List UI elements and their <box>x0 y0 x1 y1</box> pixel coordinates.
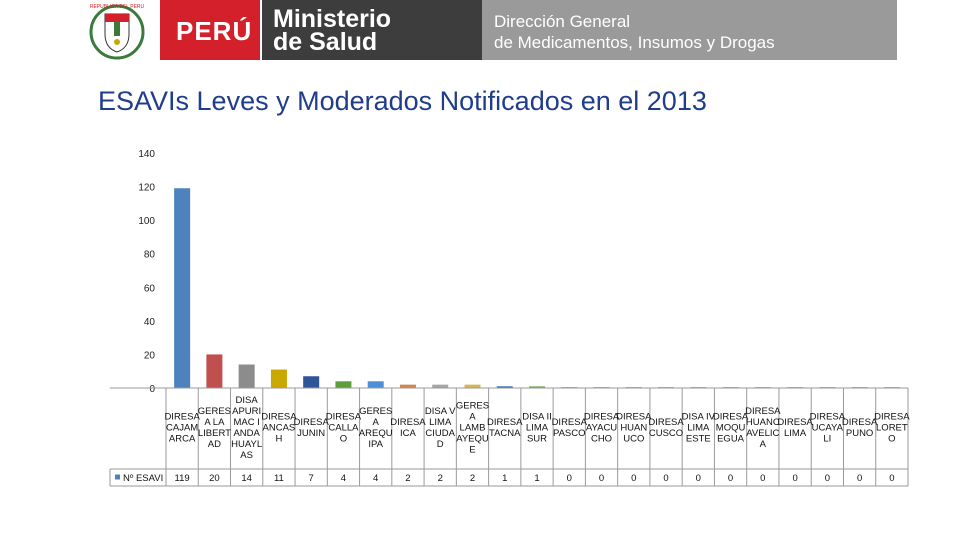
category-label: DIRESA CAJAM ARCA <box>164 412 200 445</box>
category-label: DIRESA HUANC AVELIC A <box>745 406 781 450</box>
data-value-label: 0 <box>760 473 765 484</box>
bar <box>303 376 320 388</box>
category-label: GERES A LA LIBERT AD <box>198 406 231 450</box>
data-value-label: 14 <box>241 473 252 484</box>
data-value-label: 0 <box>599 473 604 484</box>
y-tick-label: 40 <box>144 317 156 328</box>
bar <box>174 188 191 388</box>
data-value-label: 2 <box>470 473 475 484</box>
chart-title: ESAVIs Leves y Moderados Notificados en … <box>98 86 707 116</box>
bar <box>335 381 352 388</box>
y-tick-label: 60 <box>144 283 156 294</box>
data-value-label: 11 <box>274 473 284 484</box>
country-label: PERÚ <box>176 16 253 46</box>
category-label: DIRESA ANCAS H <box>261 412 297 445</box>
category-label: GERES A LAMB AYEQU E <box>456 401 489 456</box>
legend-swatch <box>115 474 120 480</box>
data-value-label: 119 <box>175 473 190 484</box>
data-value-label: 1 <box>502 473 507 484</box>
data-value-label: 0 <box>792 473 797 484</box>
category-label: DIRESA LORET O <box>874 412 910 445</box>
bar <box>206 354 223 388</box>
ministry-label: Ministerio de Salud <box>273 5 392 56</box>
logo-text: REPUBLICA DEL PERU <box>90 4 145 10</box>
data-value-label: 4 <box>373 473 378 484</box>
ministry-line-2: de Salud <box>273 28 378 56</box>
category-label: DIRESA HUAN UCO <box>616 412 652 445</box>
legend-label: Nº ESAVI <box>123 473 163 484</box>
data-value-label: 4 <box>341 473 346 484</box>
data-value-label: 7 <box>309 473 314 484</box>
category-label: DIRESA LIMA <box>777 417 813 439</box>
data-value-label: 1 <box>534 473 539 484</box>
category-label: GERES A AREQU IPA <box>359 406 393 450</box>
data-value-label: 0 <box>728 473 733 484</box>
data-value-label: 20 <box>209 473 220 484</box>
data-value-label: 0 <box>696 473 701 484</box>
y-tick-label: 100 <box>138 216 155 227</box>
data-value-label: 0 <box>567 473 572 484</box>
directorate-label: Dirección General de Medicamentos, Insum… <box>494 11 775 53</box>
category-label: DIRESA AYACU CHO <box>584 412 620 445</box>
category-label: DIRESA ICA <box>390 417 426 439</box>
data-value-label: 0 <box>663 473 668 484</box>
y-tick-label: 20 <box>144 350 156 361</box>
y-tick-label: 140 <box>138 149 155 160</box>
category-label: DISA APURI MAC I ANDA HUAYL AS <box>231 395 262 461</box>
data-value-label: 0 <box>825 473 830 484</box>
category-label: DISA IV LIMA ESTE <box>682 412 716 445</box>
category-label: DIRESA CALLA O <box>326 412 362 445</box>
data-value-label: 0 <box>889 473 894 484</box>
category-label: DIRESA UCAYA LI <box>810 412 846 445</box>
ministry-line-1: Ministerio <box>273 5 392 33</box>
bar <box>367 381 384 388</box>
directorate-box <box>482 0 897 60</box>
bar <box>270 369 287 388</box>
y-tick-label: 80 <box>144 250 156 261</box>
category-label: DISA II LIMA SUR <box>522 412 552 445</box>
bar <box>432 384 449 388</box>
y-tick-label: 120 <box>138 183 155 194</box>
bar <box>464 384 481 388</box>
category-label: DIRESA CUSCO <box>648 417 684 439</box>
bar <box>529 386 545 388</box>
ministry-box <box>262 0 482 60</box>
category-label: DISA V LIMA CIUDA D <box>425 406 456 450</box>
category-label: DIRESA TACNA <box>487 417 523 439</box>
data-value-label: 0 <box>857 473 862 484</box>
bar <box>399 384 416 388</box>
directorate-line-1: Dirección General <box>494 12 631 31</box>
bar <box>496 386 513 388</box>
data-value-label: 2 <box>405 473 410 484</box>
category-label: DIRESA MOQU EGUA <box>713 412 749 445</box>
bar <box>238 364 255 388</box>
category-label: DIRESA PUNO <box>842 417 878 439</box>
category-label: DIRESA JUNIN <box>293 417 329 439</box>
peru-box <box>160 0 260 60</box>
y-tick-label: 0 <box>149 384 155 395</box>
coat-of-arms-logo: REPUBLICA DEL PERU <box>89 4 145 60</box>
data-value-label: 2 <box>438 473 443 484</box>
data-value-label: 0 <box>631 473 636 484</box>
directorate-line-2: de Medicamentos, Insumos y Drogas <box>494 33 775 52</box>
category-label: DIRESA PASCO <box>552 417 588 439</box>
